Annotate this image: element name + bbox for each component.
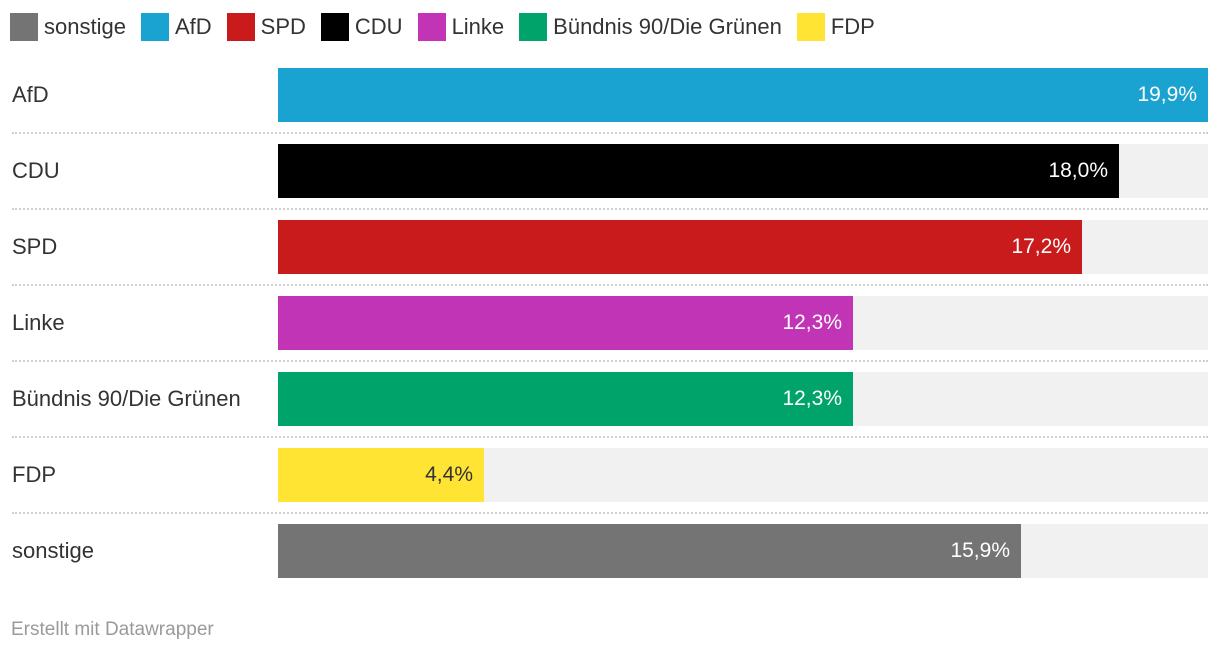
legend-label: CDU [354,14,403,39]
chart-legend: sonstige AfD SPD CDU Linke Bündnis 90/Die Grü… [10,11,890,43]
category-label: SPD [12,234,58,259]
legend-label: Bündnis 90/Die Grünen [553,14,782,39]
row-separator [12,132,1208,134]
bar [278,448,484,502]
bar-value-label: 15,9% [950,539,1010,562]
row-separator [12,284,1208,286]
category-label: FDP [12,462,56,487]
legend-swatch [10,13,38,41]
bar-value-label: 12,3% [782,387,842,410]
legend-item: Linke [417,13,505,41]
bar [278,372,853,426]
legend-item: Bündnis 90/Die Grünen [519,13,782,41]
legend-item: CDU [320,13,403,41]
bar [278,524,1021,578]
category-label: sonstige [12,538,94,563]
row-separator [12,360,1208,362]
legend-item: sonstige [10,13,126,41]
category-label: CDU [12,158,60,183]
category-label: AfD [12,82,49,107]
bar [278,144,1119,198]
legend-swatch [796,13,825,41]
chart-credit: Erstellt mit Datawrapper [11,619,214,640]
row-separator [12,436,1208,438]
bar [278,220,1082,274]
bar-value-label: 19,9% [1137,83,1197,106]
legend-label: FDP [830,14,875,39]
legend-label: Linke [451,14,505,39]
legend-swatch [320,13,349,41]
row-separator [12,208,1208,210]
legend-item: AfD [140,13,212,41]
legend-label: sonstige [44,14,126,39]
legend-item: SPD [226,13,306,41]
category-label: Bündnis 90/Die Grünen [12,386,241,411]
legend-swatch [226,13,255,41]
row-separator [12,512,1208,514]
bar-value-label: 12,3% [782,311,842,334]
category-label: Linke [12,310,65,335]
legend-label: AfD [174,14,212,39]
legend-swatch [417,13,446,41]
bar-value-label: 4,4% [425,463,473,486]
bar [278,296,853,350]
bar-value-label: 18,0% [1048,159,1108,182]
legend-item: FDP [796,13,875,41]
bar-value-label: 17,2% [1011,235,1071,258]
legend-swatch [140,13,169,41]
legend-label: SPD [260,14,306,39]
legend-swatch [519,13,548,41]
bar [278,68,1208,122]
